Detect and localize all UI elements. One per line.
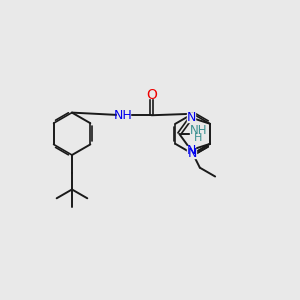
Bar [187,146,195,154]
Text: NH: NH [114,109,133,122]
Text: N: N [188,147,197,160]
Bar [190,126,206,142]
Text: NH: NH [190,124,207,137]
Text: N: N [186,143,196,157]
Bar [187,113,195,122]
Bar [148,91,155,98]
Bar [189,150,196,158]
Bar [117,111,130,119]
Text: H: H [194,133,202,142]
Text: N: N [186,111,196,124]
Text: O: O [146,88,157,102]
